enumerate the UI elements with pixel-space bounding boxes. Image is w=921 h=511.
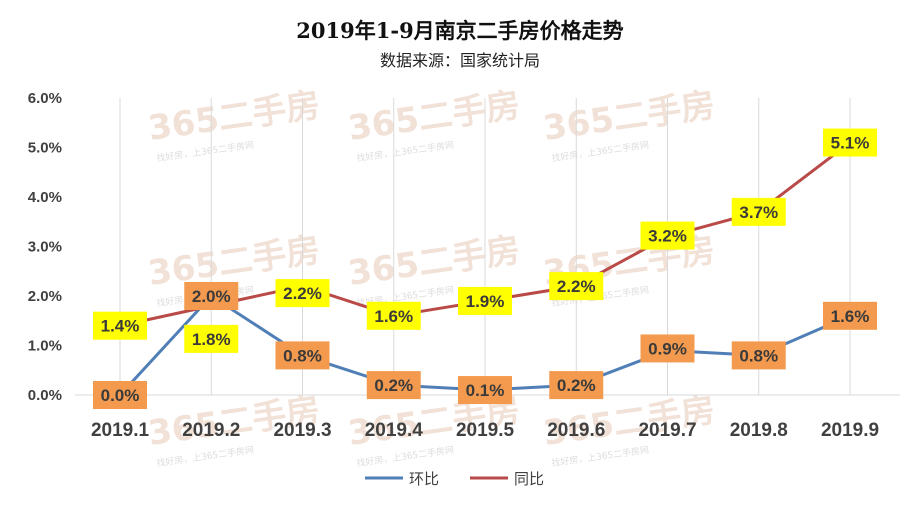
data-label-mom: 1.6% [823, 301, 877, 330]
data-label-text: 2.0% [192, 287, 231, 306]
y-tick-label: 4.0% [28, 189, 62, 206]
chart-title: 2019年1-9月南京二手房价格走势 [296, 18, 623, 43]
legend-label: 同比 [514, 470, 544, 488]
legend: 环比 同比 [365, 470, 544, 488]
data-label-mom: 0.2% [366, 371, 421, 400]
legend-item-yoy: 同比 [470, 470, 544, 488]
data-label-text: 1.4% [101, 317, 140, 336]
data-label-box [366, 371, 421, 400]
data-label-box [731, 341, 786, 370]
watermark-brand: 365二手房 [541, 85, 718, 149]
data-label-yoy: 2.2% [549, 272, 604, 301]
data-labels: 0.0% 2.0% 0.8% 0.2% 0.1% 0.2% 0.9% 0.8% 1.6% 1.4%… [93, 128, 877, 409]
y-tick-label: 6.0% [28, 90, 62, 107]
data-label-text: 1.9% [466, 292, 505, 311]
data-label-text: 0.1% [466, 381, 505, 400]
x-tick-label: 2019.6 [547, 420, 605, 441]
data-label-text: 1.8% [192, 330, 231, 349]
data-label-text: 0.2% [374, 376, 413, 395]
data-label-yoy: 2.2% [275, 279, 330, 308]
data-label-text: 5.1% [831, 134, 870, 153]
data-label-mom: 0.8% [275, 341, 330, 370]
legend-item-mom: 环比 [365, 470, 439, 488]
data-label-mom: 0.0% [93, 381, 147, 409]
data-label-box [458, 376, 512, 405]
data-label-text: 0.8% [283, 346, 322, 365]
legend-label: 环比 [409, 470, 439, 488]
data-label-box [275, 279, 330, 308]
x-tick-label: 2019.1 [91, 420, 150, 441]
data-label-box [366, 301, 421, 330]
data-label-box [93, 381, 147, 409]
data-label-text: 3.7% [739, 203, 778, 222]
data-label-box [184, 324, 239, 353]
y-tick-label: 2.0% [28, 288, 62, 305]
x-tick-label: 2019.8 [730, 420, 788, 441]
data-label-box [640, 334, 695, 363]
watermark-brand: 365二手房 [346, 230, 523, 294]
data-label-text: 0.2% [557, 376, 596, 395]
data-label-text: 3.2% [648, 227, 687, 246]
watermark-brand: 365二手房 [146, 85, 323, 149]
x-tick-label: 2019.7 [638, 420, 696, 441]
data-label-text: 1.6% [374, 307, 413, 326]
data-label-box [823, 301, 877, 330]
data-label-yoy: 3.2% [640, 221, 695, 250]
y-tick-label: 1.0% [28, 338, 62, 355]
data-label-text: 0.9% [648, 339, 687, 358]
data-label-box [823, 128, 877, 157]
data-label-box [93, 311, 147, 340]
data-label-box [549, 371, 604, 400]
watermark-layer: 365二手房找好房，上365二手房网365二手房找好房，上365二手房网365二… [146, 85, 718, 469]
data-label-text: 0.0% [101, 386, 140, 405]
data-label-text: 2.2% [283, 284, 322, 303]
data-label-text: 0.8% [739, 346, 778, 365]
x-tick-label: 2019.9 [821, 420, 879, 441]
chart-subtitle: 数据来源：国家统计局 [380, 51, 540, 70]
data-label-yoy: 3.7% [731, 197, 786, 226]
data-label-yoy: 1.6% [366, 301, 421, 330]
data-label-text: 2.2% [557, 277, 596, 296]
data-label-mom: 0.9% [640, 334, 695, 363]
data-label-yoy: 1.4% [93, 311, 147, 340]
x-tick-label: 2019.4 [365, 420, 424, 441]
x-tick-label: 2019.2 [182, 420, 240, 441]
data-label-box [549, 272, 604, 301]
data-label-box [184, 282, 239, 310]
y-tick-label: 3.0% [28, 239, 62, 256]
y-axis: 0.0% 1.0% 2.0% 3.0% 4.0% 5.0% 6.0% [28, 90, 62, 404]
data-label-box [458, 286, 512, 315]
data-label-mom: 0.1% [458, 376, 512, 405]
data-label-mom: 2.0% [184, 282, 239, 310]
data-label-yoy: 5.1% [823, 128, 877, 157]
data-label-box [275, 341, 330, 370]
y-tick-label: 0.0% [28, 387, 62, 404]
x-tick-label: 2019.3 [273, 420, 331, 441]
data-label-yoy: 1.8% [184, 324, 239, 353]
data-label-mom: 0.8% [731, 341, 786, 370]
data-label-box [640, 221, 695, 250]
x-tick-label: 2019.5 [456, 420, 515, 441]
data-label-mom: 0.2% [549, 371, 604, 400]
data-label-yoy: 1.9% [458, 286, 512, 315]
data-label-text: 1.6% [831, 307, 870, 326]
y-tick-label: 5.0% [28, 140, 62, 157]
watermark-brand: 365二手房 [346, 85, 523, 149]
x-axis: 2019.1 2019.2 2019.3 2019.4 2019.5 2019.6 2019… [91, 420, 879, 441]
data-label-box [731, 197, 786, 226]
